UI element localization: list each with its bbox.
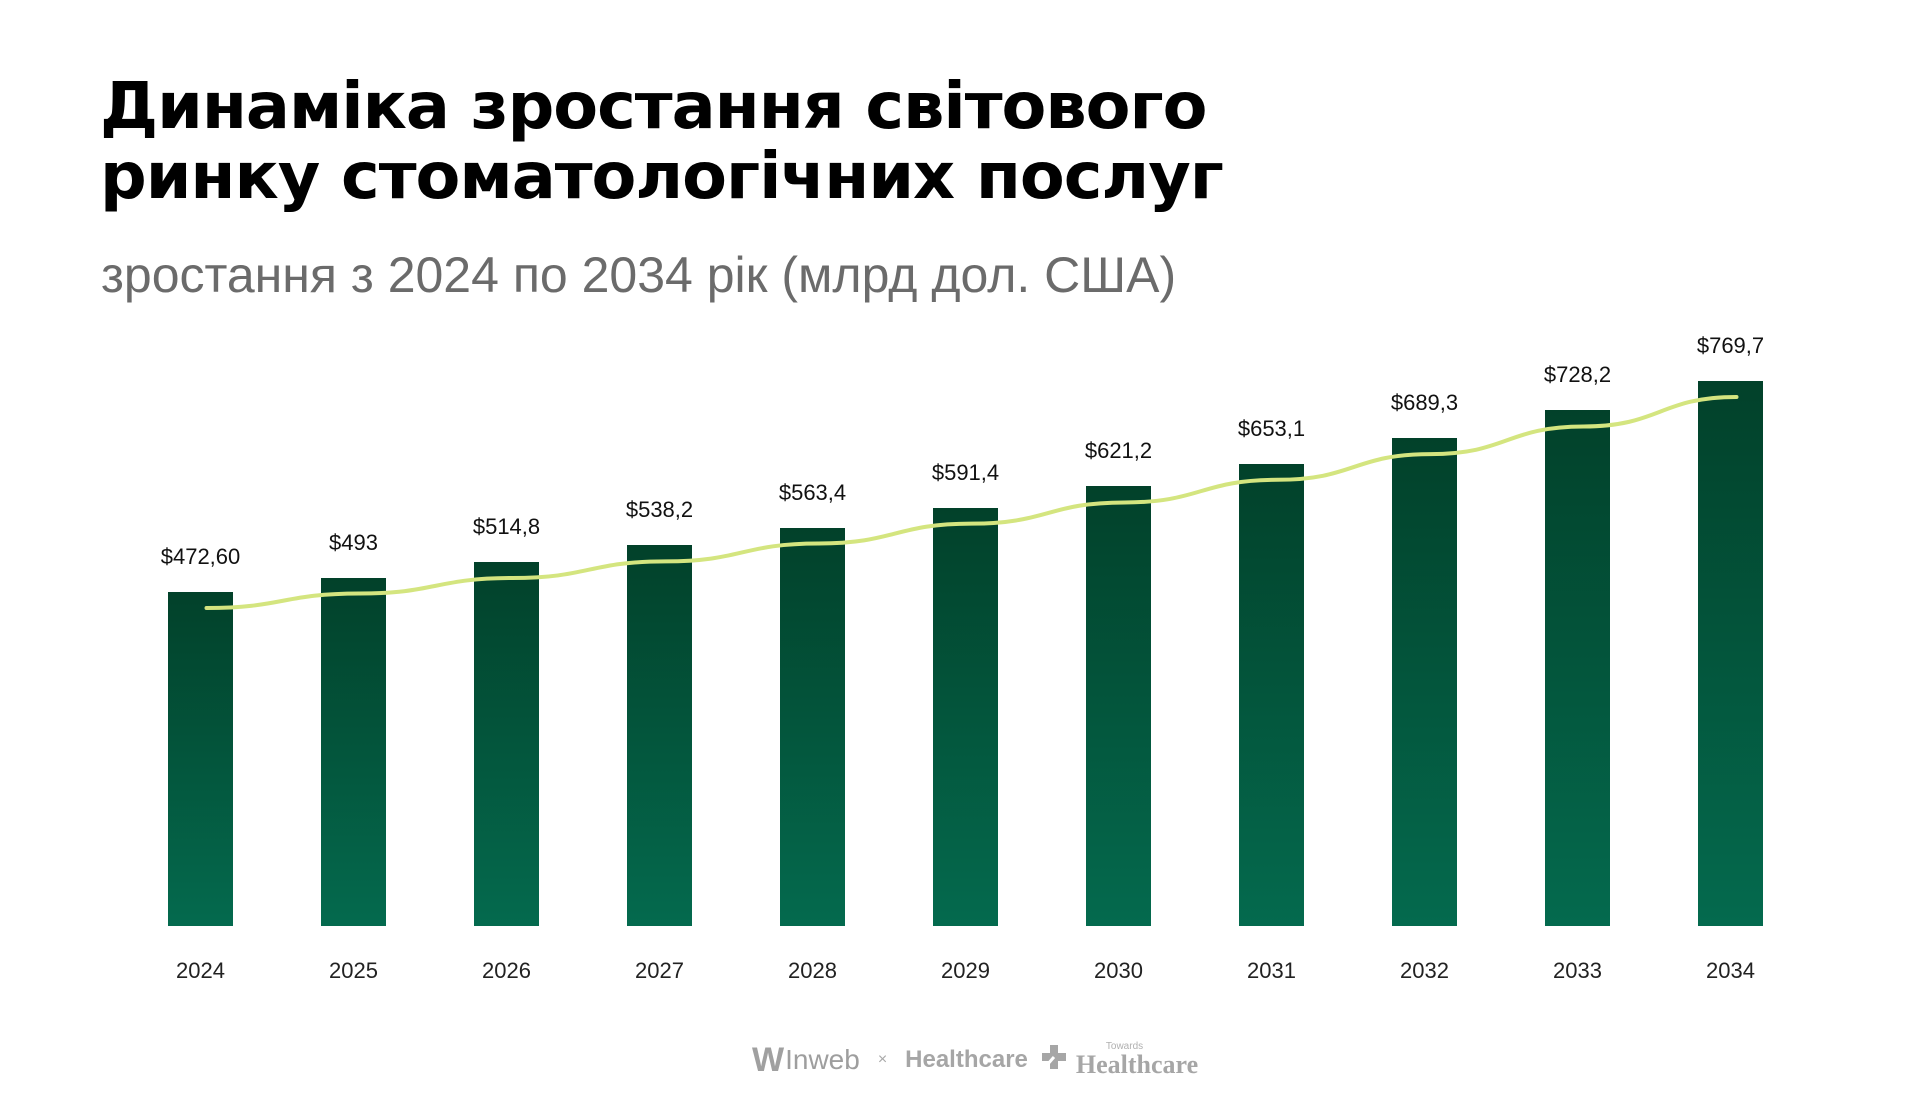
value-label: $728,2: [1543, 362, 1612, 388]
towards-healthcare-logo: Towards Healthcare: [1076, 1042, 1198, 1078]
towards-text: Towards: [1105, 1041, 1144, 1052]
value-label: $493: [329, 529, 378, 555]
x-axis-label: 2033: [1553, 958, 1602, 983]
value-label: $514,8: [472, 514, 541, 540]
bar-2028: [780, 527, 845, 926]
value-label: $538,2: [625, 497, 694, 523]
bar-2031: [1239, 463, 1304, 926]
x-axis-label: 2027: [635, 958, 684, 983]
footer-logos: W Inweb × Healthcare Towards Healthcare: [752, 1040, 1198, 1080]
x-axis-label: 2026: [482, 958, 531, 983]
healthcare-logo-text: Healthcare: [905, 1046, 1028, 1073]
bar-2033: [1545, 410, 1610, 926]
healthcare-cross-icon: [1038, 1045, 1066, 1074]
towards-healthcare-text: Healthcare: [1075, 1050, 1199, 1079]
bar-2024: [168, 592, 233, 926]
value-label: $689,3: [1390, 390, 1459, 416]
title-line-2: ринку стоматологічних послуг: [100, 140, 1224, 214]
bar-2027: [627, 545, 692, 926]
x-axis-label: 2032: [1400, 958, 1449, 983]
bar-2029: [933, 507, 998, 926]
bar-2034: [1698, 381, 1763, 926]
value-label: $563,4: [778, 479, 847, 505]
bar-2030: [1086, 486, 1151, 926]
separator: ×: [877, 1051, 888, 1068]
value-label: $472,60: [160, 544, 241, 569]
value-label: $653,1: [1237, 415, 1306, 441]
bar-2032: [1392, 438, 1457, 926]
x-axis-label: 2029: [941, 958, 990, 983]
title-line-1: Динаміка зростання світового: [100, 70, 1207, 144]
winweb-logo: W Inweb: [752, 1041, 860, 1080]
value-label: $621,2: [1084, 438, 1153, 464]
x-axis-label: 2030: [1094, 958, 1143, 983]
value-label: $769,7: [1696, 333, 1765, 358]
page-subtitle: зростання з 2024 по 2034 рік (млрд дол. …: [101, 247, 1177, 303]
bar-2025: [321, 577, 386, 926]
winweb-mark-icon: W: [752, 1040, 785, 1079]
winweb-name: Inweb: [785, 1044, 860, 1075]
x-axis-label: 2028: [788, 958, 837, 983]
x-axis-label: 2034: [1706, 958, 1755, 983]
x-axis-label: 2025: [329, 958, 378, 983]
value-label: $591,4: [931, 459, 1000, 485]
x-axis-label: 2024: [176, 958, 225, 983]
bar-2026: [474, 562, 539, 926]
page-title: Динаміка зростання світового ринку стома…: [100, 70, 1224, 214]
x-axis-label: 2031: [1247, 958, 1296, 983]
